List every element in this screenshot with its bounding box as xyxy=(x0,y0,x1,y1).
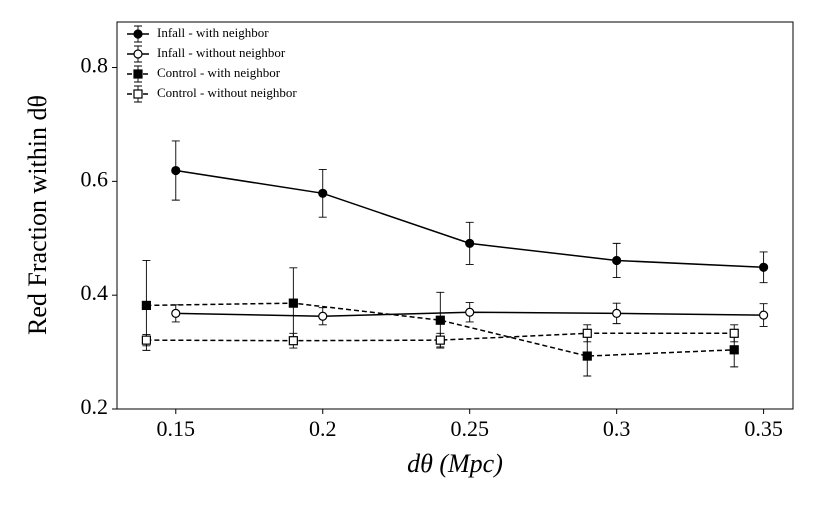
data-point xyxy=(288,336,298,346)
data-point xyxy=(435,315,445,325)
y-tick-label: 0.8 xyxy=(81,53,109,78)
y-tick-label: 0.6 xyxy=(81,166,109,191)
x-tick-label: 0.25 xyxy=(450,416,489,441)
data-point xyxy=(465,238,475,248)
legend-label: Control - without neighbor xyxy=(157,85,297,100)
data-point xyxy=(318,188,328,198)
x-tick-label: 0.3 xyxy=(603,416,631,441)
data-point xyxy=(582,351,592,361)
legend-marker xyxy=(133,89,143,99)
legend-marker xyxy=(133,49,143,59)
data-point xyxy=(612,255,622,266)
data-point xyxy=(729,345,739,355)
legend-label: Infall - with neighbor xyxy=(157,25,269,40)
data-point xyxy=(141,335,151,345)
x-tick-label: 0.15 xyxy=(157,416,196,441)
data-point xyxy=(759,262,769,272)
data-point xyxy=(729,328,739,338)
legend-label: Infall - without neighbor xyxy=(157,45,286,60)
legend-label: Control - with neighbor xyxy=(157,65,281,80)
data-point xyxy=(582,328,592,338)
x-axis-label: dθ (Mpc) xyxy=(407,449,503,478)
data-point xyxy=(465,307,475,317)
x-tick-label: 0.35 xyxy=(744,416,783,441)
data-point xyxy=(171,165,181,176)
data-point xyxy=(612,308,622,318)
data-point xyxy=(318,311,328,321)
data-point xyxy=(171,308,181,318)
data-point xyxy=(435,335,445,345)
legend-marker xyxy=(133,29,143,39)
y-axis-label: Red Fraction within dθ xyxy=(23,95,52,335)
series-line xyxy=(146,302,735,357)
data-point xyxy=(759,310,769,320)
y-tick-label: 0.4 xyxy=(81,280,109,305)
plot-frame xyxy=(116,21,794,410)
data-point xyxy=(141,300,151,311)
data-point xyxy=(288,298,298,308)
y-tick-label: 0.2 xyxy=(81,394,109,419)
x-tick-label: 0.2 xyxy=(309,416,337,441)
series-line xyxy=(146,332,735,342)
legend-marker xyxy=(133,69,143,79)
